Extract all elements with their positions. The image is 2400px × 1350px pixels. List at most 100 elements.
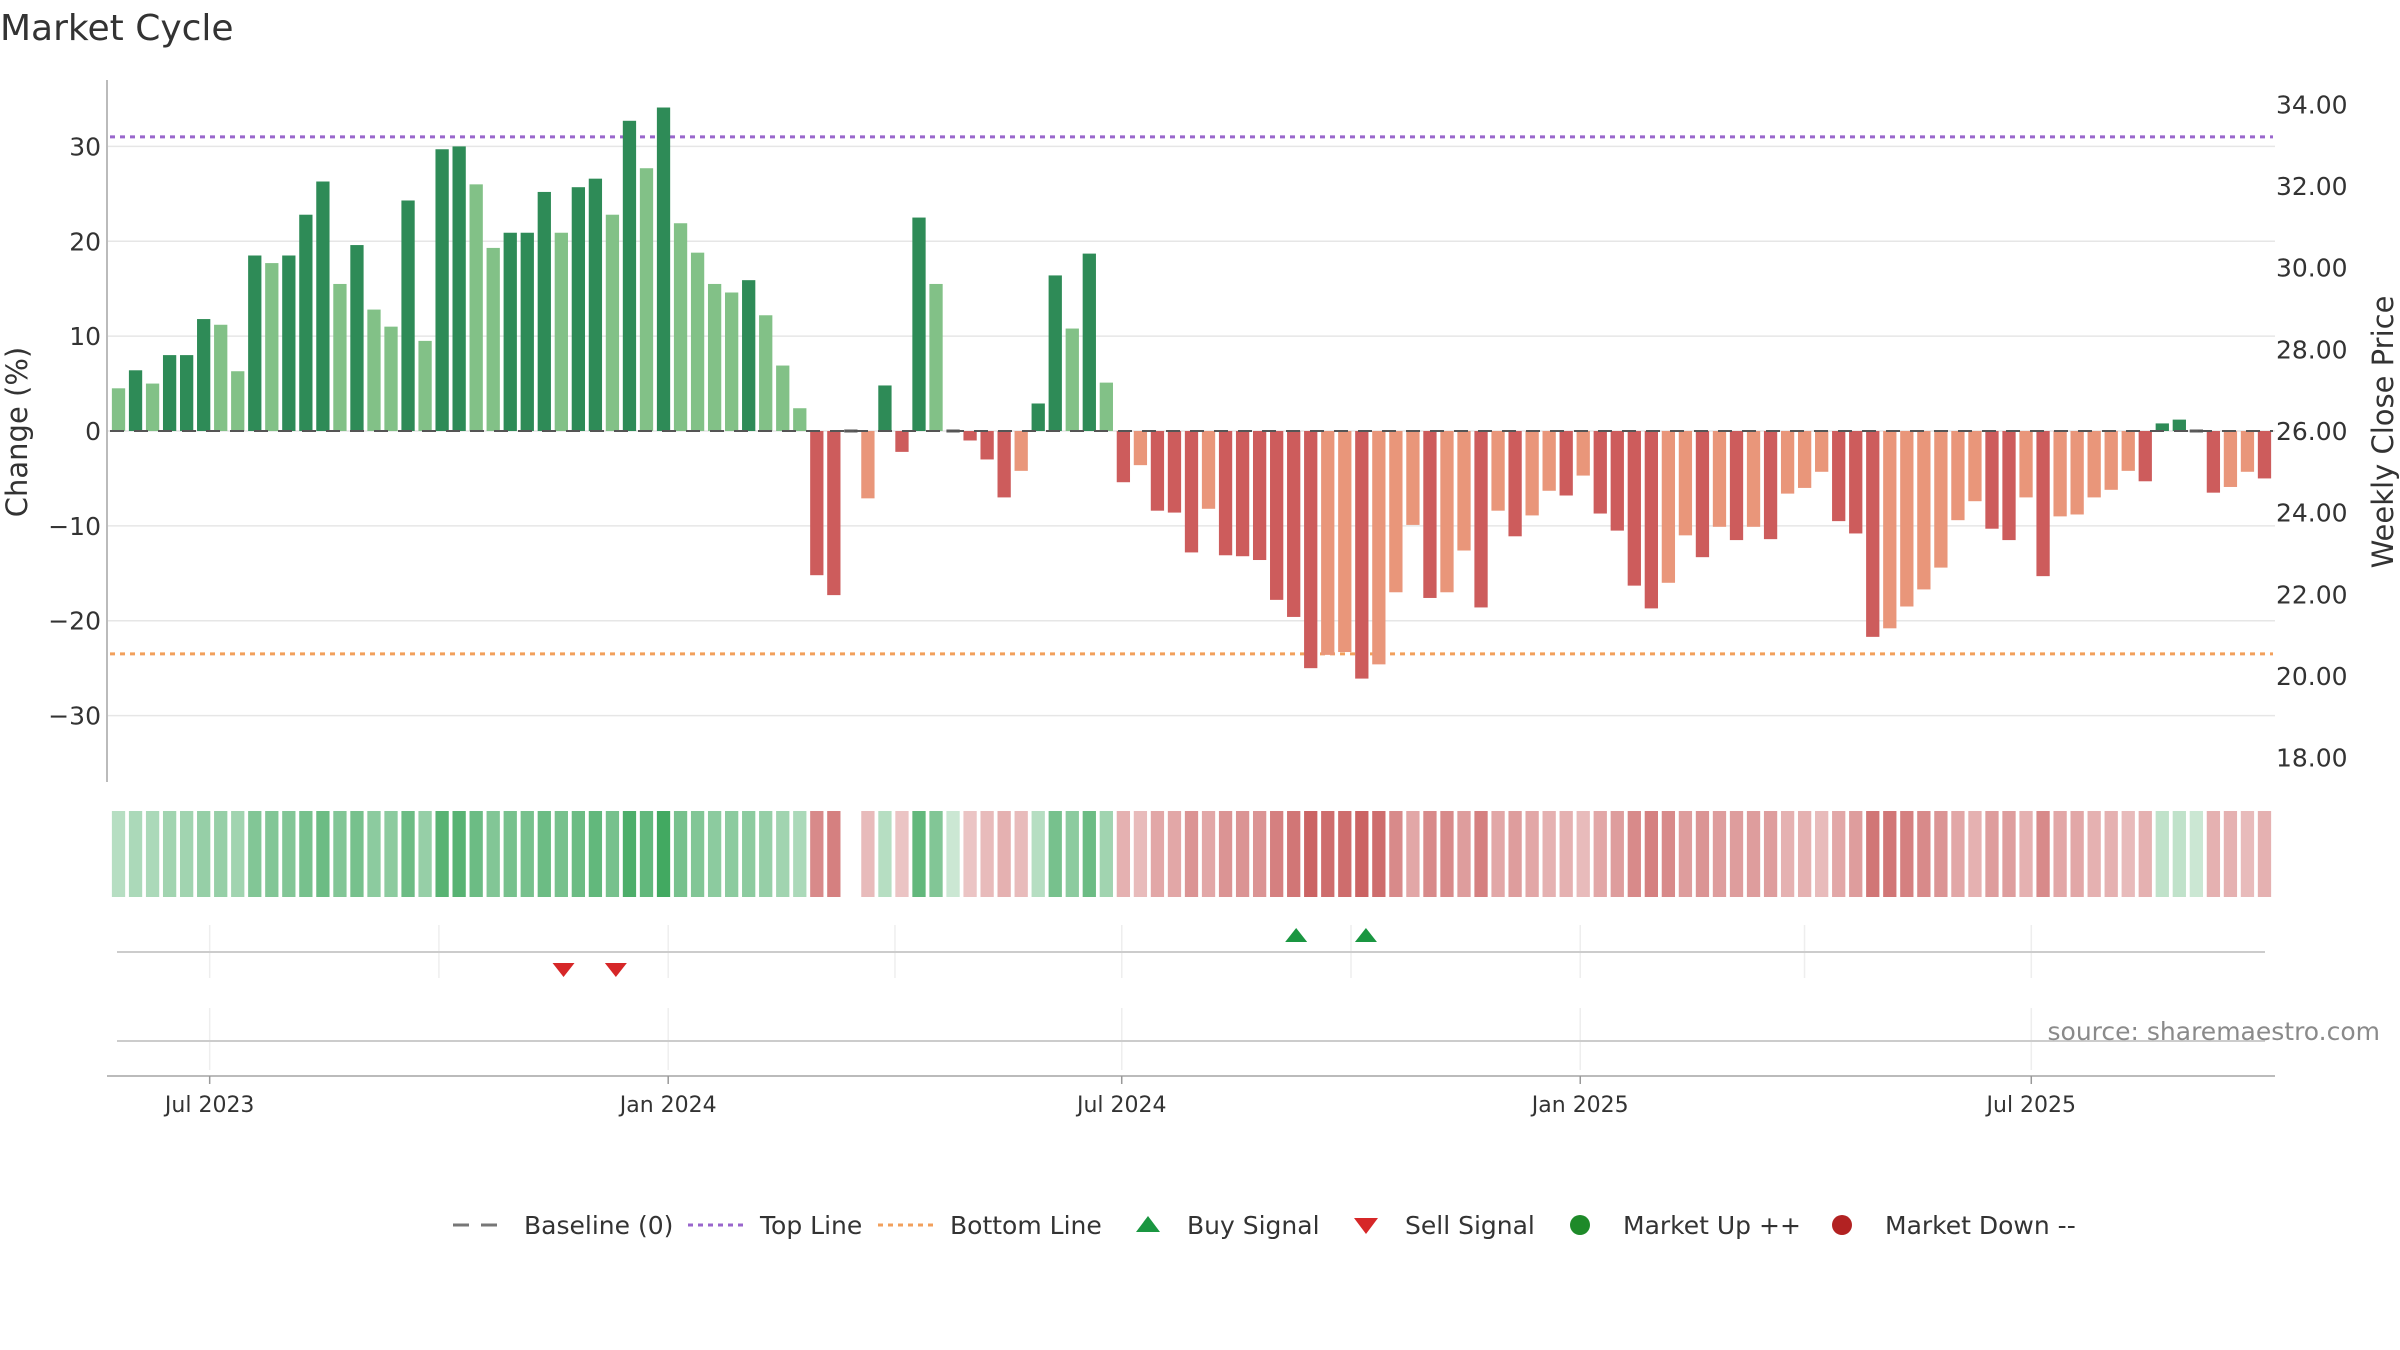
heat-cell-77 xyxy=(1423,811,1437,897)
heat-cell-90 xyxy=(1644,811,1658,897)
bar-5 xyxy=(197,319,211,431)
heat-cell-0 xyxy=(111,811,126,897)
bar-77 xyxy=(1423,431,1437,598)
right-axis-title: Weekly Close Price xyxy=(2366,296,2400,569)
right-tick-label: 34.00 xyxy=(2276,90,2348,119)
heat-cell-119 xyxy=(2138,811,2152,897)
heat-cell-112 xyxy=(2019,811,2033,897)
bar-51 xyxy=(980,431,994,460)
heat-cell-64 xyxy=(1201,811,1216,897)
bar-88 xyxy=(1610,431,1624,531)
heat-cell-126 xyxy=(2257,811,2272,897)
heat-cell-37 xyxy=(742,811,756,897)
bar-54 xyxy=(1031,403,1045,431)
bar-21 xyxy=(469,184,483,431)
heat-cell-94 xyxy=(1712,811,1727,897)
sell-signal-marker-1 xyxy=(604,963,627,977)
bar-87 xyxy=(1593,431,1607,514)
heat-cell-45 xyxy=(878,811,892,897)
bar-0 xyxy=(111,388,126,431)
heat-cell-32 xyxy=(656,811,671,897)
heat-cell-15 xyxy=(367,811,381,897)
bar-64 xyxy=(1201,431,1216,509)
bar-93 xyxy=(1695,431,1710,558)
bar-117 xyxy=(2104,431,2118,490)
bar-94 xyxy=(1712,431,1727,527)
x-tick-label-0: Jul 2023 xyxy=(163,1093,255,1118)
bar-52 xyxy=(997,431,1011,498)
bar-1 xyxy=(128,370,143,431)
heat-cell-17 xyxy=(401,811,415,897)
heat-cell-82 xyxy=(1508,811,1522,897)
heat-cell-62 xyxy=(1167,811,1182,897)
bar-79 xyxy=(1457,431,1471,551)
bar-19 xyxy=(435,149,449,432)
heat-cell-10 xyxy=(282,811,296,897)
right-tick-label: 24.00 xyxy=(2276,499,2348,528)
bar-13 xyxy=(333,283,347,431)
x-axis-ticks: Jul 2023 Jan 2024 Jul 2024 Jan 2025 Jul 2025 xyxy=(163,1076,2076,1118)
bar-119 xyxy=(2138,431,2152,482)
buy-signal-marker-1 xyxy=(1354,928,1377,942)
bar-114 xyxy=(2053,431,2067,517)
heat-cell-88 xyxy=(1610,811,1624,897)
bar-45 xyxy=(878,385,892,431)
heat-cell-110 xyxy=(1985,811,1999,897)
heat-cell-2 xyxy=(145,811,160,897)
legend: Baseline (0) Top Line Bottom Line Buy Signa… xyxy=(453,1211,2076,1240)
heat-cell-85 xyxy=(1559,811,1573,897)
left-tick-label: 20 xyxy=(69,227,101,256)
bar-57 xyxy=(1082,253,1096,431)
heat-cell-13 xyxy=(333,811,347,897)
legend-label-0: Baseline (0) xyxy=(524,1211,673,1240)
heat-cell-81 xyxy=(1491,811,1505,897)
heat-cell-25 xyxy=(537,811,551,897)
bar-23 xyxy=(503,232,517,431)
heat-cell-41 xyxy=(810,811,824,897)
heat-cell-4 xyxy=(179,811,194,897)
bar-71 xyxy=(1321,431,1335,655)
bar-84 xyxy=(1542,431,1556,491)
bar-85 xyxy=(1559,431,1573,496)
bar-40 xyxy=(793,408,807,431)
bar-48 xyxy=(929,283,943,431)
source-label: source: sharemaestro.com xyxy=(2048,1017,2381,1046)
heat-cell-74 xyxy=(1372,811,1386,897)
legend-label-3: Buy Signal xyxy=(1187,1211,1320,1240)
heat-cell-42 xyxy=(827,811,841,897)
heat-cell-1 xyxy=(128,811,143,897)
bar-34 xyxy=(690,252,705,431)
bar-113 xyxy=(2036,431,2050,577)
heat-cell-5 xyxy=(197,811,211,897)
bar-103 xyxy=(1866,431,1880,637)
bar-72 xyxy=(1338,431,1352,653)
legend-item-6: Market Down -- xyxy=(1832,1211,2076,1240)
bar-100 xyxy=(1815,431,1829,472)
heat-cell-38 xyxy=(759,811,773,897)
left-tick-label: 0 xyxy=(85,417,101,446)
bar-56 xyxy=(1065,328,1079,431)
bar-75 xyxy=(1389,431,1403,593)
bar-98 xyxy=(1780,431,1795,494)
heat-cell-28 xyxy=(588,811,603,897)
heat-cell-29 xyxy=(605,811,620,897)
heat-cell-87 xyxy=(1593,811,1607,897)
legend-swatch-dot xyxy=(1832,1215,1852,1235)
heat-cell-30 xyxy=(622,811,637,897)
heat-cell-123 xyxy=(2206,811,2221,897)
heat-cell-3 xyxy=(162,811,177,897)
heat-cell-67 xyxy=(1252,811,1267,897)
heat-cell-11 xyxy=(299,811,313,897)
left-tick-label: −10 xyxy=(48,512,101,541)
heat-cell-104 xyxy=(1883,811,1897,897)
heat-cell-83 xyxy=(1525,811,1539,897)
heat-cell-35 xyxy=(707,811,722,897)
bar-32 xyxy=(656,107,671,432)
heat-cell-96 xyxy=(1746,811,1761,897)
heat-cell-23 xyxy=(503,811,517,897)
reference-lines xyxy=(110,135,2273,656)
heat-cell-39 xyxy=(776,811,790,897)
heat-cell-52 xyxy=(997,811,1011,897)
bar-107 xyxy=(1934,431,1948,568)
buy-signal-marker-0 xyxy=(1285,928,1308,942)
